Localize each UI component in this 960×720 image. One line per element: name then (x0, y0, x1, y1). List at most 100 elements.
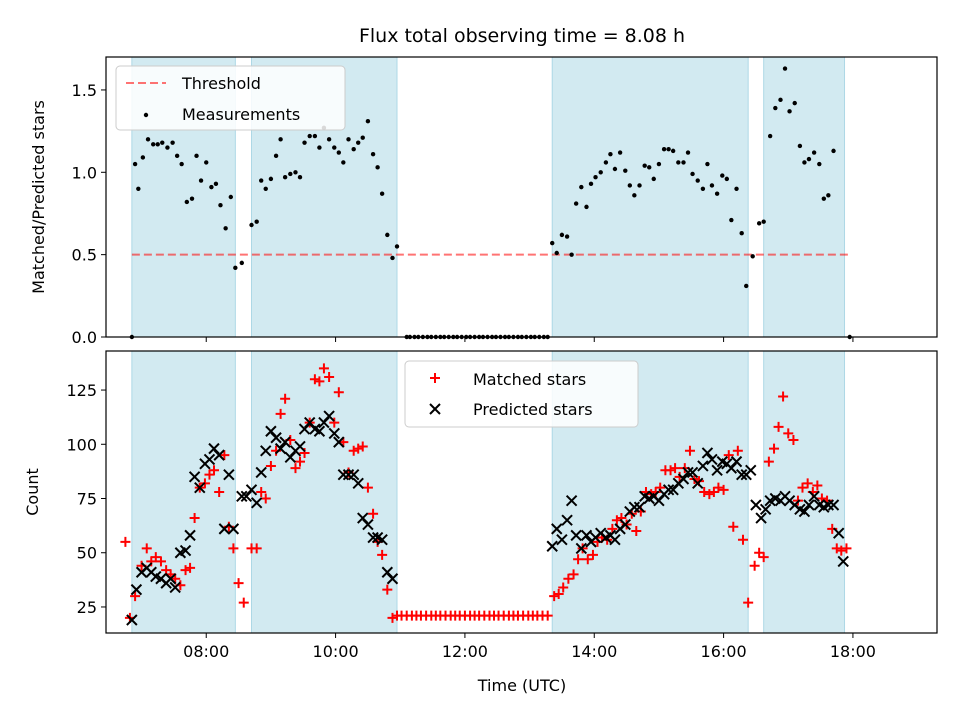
matched-star-point (728, 521, 739, 532)
measurement-point (155, 142, 160, 147)
predicted-star-point (561, 514, 573, 526)
predicted-star-point (245, 484, 258, 496)
matched-star-point (290, 463, 301, 474)
measurement-point (588, 181, 594, 187)
matched-star-point (324, 372, 335, 383)
measurement-point (254, 219, 259, 224)
x-axis-label: Time (UTC) (477, 676, 566, 695)
matched-star-point (219, 450, 230, 461)
measurement-point (263, 186, 268, 191)
measurement-point (579, 184, 584, 190)
measurement-point (223, 226, 228, 231)
bottom-legend: Matched stars Predicted stars (404, 360, 639, 428)
measurement-point (341, 160, 346, 165)
matched-star-point (120, 536, 131, 547)
matched-star-point (251, 543, 262, 554)
bottom-y-tick-label: 75 (77, 490, 97, 509)
measurement-point (385, 232, 390, 238)
measurement-point (739, 231, 744, 236)
bottom-y-tick-label: 50 (77, 544, 97, 563)
matched-star-point (233, 578, 244, 589)
predicted-star-point (803, 499, 815, 511)
matched-star-point (841, 543, 852, 554)
predicted-star-point (274, 442, 287, 455)
measurement-point (627, 183, 633, 188)
matched-star-point (141, 543, 152, 554)
legend-measurements-swatch (143, 112, 149, 118)
legend-matched-swatch (430, 373, 440, 383)
predicted-star-point (580, 529, 593, 542)
measurement-point (695, 178, 700, 183)
matched-star-point (718, 484, 729, 495)
top-y-tick-label: 1.0 (72, 163, 97, 182)
measurement-point (165, 145, 170, 150)
measurement-point (198, 178, 204, 183)
predicted-star-point (367, 531, 379, 544)
matched-star-point (737, 534, 748, 545)
measurement-point (632, 193, 637, 198)
predicted-star-point (619, 518, 632, 531)
matched-star-point (214, 487, 225, 497)
measurement-point (375, 165, 380, 170)
measurement-point (297, 175, 303, 180)
matched-star-point (314, 376, 325, 387)
measurement-point (761, 219, 766, 224)
measurement-point (194, 153, 199, 159)
matched-star-point (558, 582, 569, 593)
legend-box (404, 360, 639, 428)
matched-star-point (280, 393, 291, 404)
predicted-star-point (662, 484, 675, 496)
matched-star-point (185, 562, 196, 573)
measurement-point (307, 133, 312, 139)
measurement-point (690, 171, 695, 177)
matched-star-point (333, 387, 344, 398)
predicted-star-point (323, 410, 335, 422)
measurement-point (617, 150, 623, 155)
measurement-point (170, 140, 175, 145)
measurement-point (394, 244, 400, 249)
matched-star-point (204, 469, 215, 480)
predicted-star-point (227, 523, 240, 535)
measurement-point (705, 161, 710, 167)
measurement-point (218, 203, 223, 208)
measurement-point (802, 160, 807, 165)
measurement-point (637, 183, 642, 188)
measurement-point (831, 148, 836, 154)
measurement-point (317, 145, 322, 150)
predicted-star-point (750, 499, 762, 511)
measurement-point (826, 193, 831, 198)
predicted-star-point (260, 445, 272, 457)
predicted-star-point (184, 529, 196, 542)
predicted-star-point (575, 542, 588, 555)
legend-measurements-label: Measurements (182, 105, 300, 124)
measurement-point (724, 176, 730, 182)
predicted-star-point (628, 501, 641, 513)
bottom-observing-window-3 (763, 350, 846, 634)
predicted-star-point (337, 468, 350, 481)
matched-star-point (189, 513, 200, 524)
predicted-star-point (313, 425, 326, 437)
measurement-point (356, 140, 361, 145)
measurement-point (204, 160, 209, 165)
matched-star-point (783, 428, 794, 439)
legend-threshold-label: Threshold (181, 74, 261, 93)
predicted-star-point (386, 573, 399, 585)
matched-star-point (228, 543, 239, 554)
measurement-point (782, 66, 788, 71)
predicted-star-point (203, 453, 216, 466)
matched-star-point (769, 443, 780, 454)
measurement-point (268, 176, 274, 182)
measurement-point (184, 199, 190, 205)
matched-star-point (309, 374, 320, 385)
matched-star-point (329, 417, 340, 428)
measurement-point (346, 137, 351, 142)
measurement-point (160, 140, 165, 145)
measurement-point (603, 160, 609, 165)
matched-star-point (368, 508, 379, 519)
measurement-point (767, 133, 773, 139)
measurement-point (817, 161, 822, 167)
predicted-star-point (328, 427, 340, 440)
measurement-point (642, 163, 647, 168)
measurement-point (273, 153, 279, 159)
